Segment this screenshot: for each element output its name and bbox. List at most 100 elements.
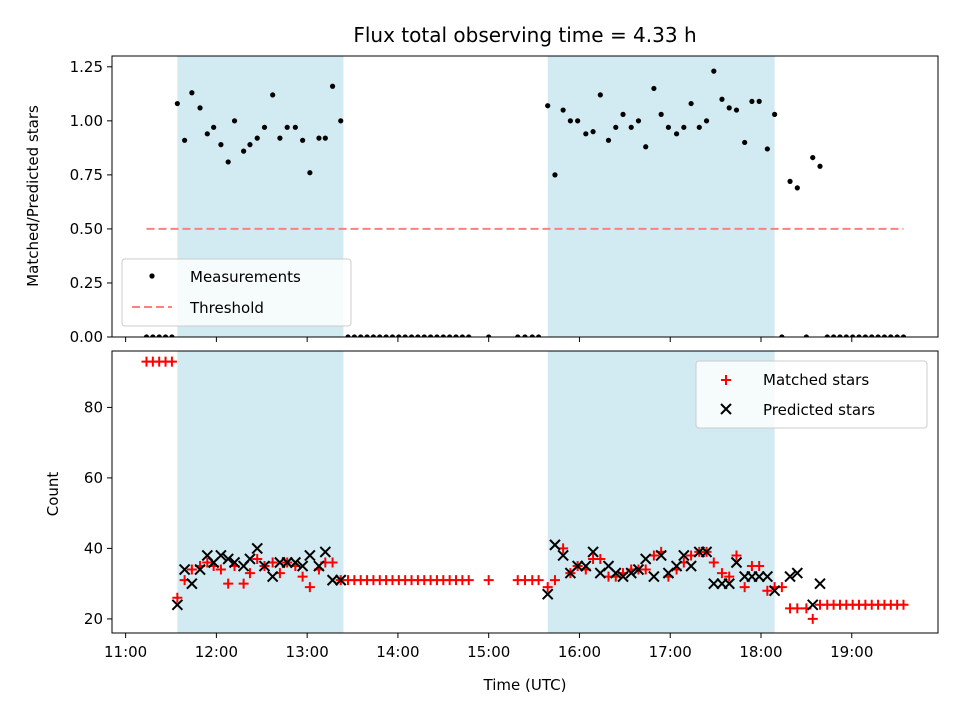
matched-star-point-47: [463, 575, 474, 586]
matched-star-point-7: [186, 564, 197, 575]
predicted-star-point-13: [266, 570, 279, 583]
predicted-star-point-22: [335, 574, 347, 586]
measurement-point-51: [529, 334, 535, 337]
matched-star-point-88: [807, 613, 818, 624]
plot-area: [141, 356, 909, 624]
legend-predicted-label: Predicted stars: [763, 401, 875, 419]
y-tick-label: 60: [84, 469, 103, 487]
measurement-point-91: [831, 334, 837, 337]
legend-matched-label: Matched stars: [763, 371, 869, 389]
matched-star-point-86: [792, 603, 803, 614]
measurement-point-12: [225, 159, 231, 165]
predicted-star-point-7: [222, 553, 234, 565]
measurement-point-54: [552, 172, 558, 178]
y-tick-label: 1.00: [70, 112, 103, 130]
x-tick-label: 15:00: [467, 643, 510, 661]
top-panel: 0.00 0.25 0.50 0.75 1.00 1.25 Measurements Thre…: [70, 55, 939, 346]
legend-predicted-marker: [720, 403, 732, 415]
measurement-point-97: [869, 334, 875, 337]
matched-star-point-23: [304, 582, 315, 593]
measurement-point-16: [254, 135, 260, 141]
measurement-point-66: [643, 144, 649, 150]
matched-star-point-53: [542, 582, 553, 593]
predicted-star-point-55: [791, 567, 804, 579]
measurement-point-65: [635, 118, 642, 124]
measurement-point-28: [345, 334, 351, 337]
measurement-point-26: [329, 83, 336, 89]
measurement-point-81: [756, 98, 762, 104]
measurement-point-7: [189, 90, 195, 96]
x-tick-label: 18:00: [739, 643, 782, 661]
measurement-point-82: [764, 146, 770, 152]
measurement-point-32: [370, 334, 377, 337]
measurement-point-42: [434, 334, 440, 337]
y-tick-label: 0.50: [70, 220, 103, 238]
y-tick-label: 20: [84, 610, 103, 628]
measurement-point-89: [817, 163, 823, 169]
matched-star-point-75: [708, 557, 719, 568]
shaded-interval-1: [177, 351, 344, 633]
measurement-point-35: [389, 334, 396, 337]
matched-star-point-15: [244, 568, 255, 579]
predicted-star-point-56: [807, 599, 819, 611]
predicted-star-point-35: [632, 563, 645, 576]
measurement-point-63: [620, 111, 626, 117]
shaded-interval-2: [547, 56, 775, 337]
matched-star-point-16: [252, 553, 263, 564]
measurement-point-77: [726, 105, 732, 111]
plot-frame: [111, 55, 939, 338]
measurement-point-62: [613, 124, 619, 130]
measurement-point-74: [703, 118, 710, 124]
predicted-star-point-21: [326, 574, 339, 586]
predicted-star-point-47: [723, 577, 735, 590]
measurement-point-69: [665, 124, 672, 130]
legend-box: [121, 258, 352, 327]
x-tick-label: 19:00: [830, 643, 873, 661]
y-tick-label: 0.25: [70, 274, 103, 292]
measurement-point-45: [453, 334, 459, 337]
predicted-star-point-44: [700, 546, 713, 558]
matched-star-point-54: [549, 575, 560, 586]
measurement-point-50: [522, 334, 528, 337]
measurement-point-76: [719, 96, 725, 102]
measurement-point-87: [803, 334, 809, 337]
measurement-point-70: [673, 131, 680, 137]
measurement-point-1: [150, 334, 156, 337]
measurement-point-37: [402, 334, 408, 337]
legend-measurements-marker: [149, 273, 155, 279]
measurement-point-38: [408, 334, 415, 337]
predicted-star-point-51: [753, 570, 765, 583]
measurement-point-34: [383, 334, 389, 337]
measurement-point-18: [270, 92, 276, 98]
matched-star-point-11: [215, 564, 226, 575]
measurement-point-22: [300, 137, 306, 143]
measurement-point-2: [156, 334, 162, 337]
matched-star-point-26: [327, 557, 338, 568]
bottom-y-axis-label: Count: [44, 472, 62, 517]
matched-star-point-81: [754, 561, 765, 572]
measurement-point-49: [515, 334, 521, 337]
measurement-point-36: [396, 334, 402, 337]
measurement-point-100: [888, 334, 894, 337]
matched-star-point-78: [731, 550, 742, 561]
predicted-star-point-19: [313, 560, 325, 572]
measurement-point-44: [447, 334, 453, 337]
measurement-point-61: [605, 137, 612, 143]
predicted-star-point-52: [761, 570, 774, 583]
bottom-panel: 20 40 60 80 11:00 12:00 13:00 14:00 15:00 16:00 17…: [84, 350, 939, 661]
measurement-point-23: [307, 170, 313, 176]
predicted-star-point-8: [228, 556, 241, 569]
measurement-point-86: [794, 185, 800, 191]
predicted-star-point-25: [557, 549, 569, 562]
predicted-star-point-18: [304, 549, 316, 562]
predicted-star-point-16: [289, 556, 302, 569]
measurement-point-90: [824, 334, 830, 337]
measurement-point-9: [204, 131, 210, 137]
measurement-point-75: [711, 68, 717, 74]
measurement-point-94: [850, 334, 856, 337]
predicted-star-point-37: [648, 570, 660, 583]
measurement-point-102: [900, 334, 907, 337]
measurement-point-85: [787, 178, 793, 184]
measurement-point-13: [231, 118, 238, 124]
